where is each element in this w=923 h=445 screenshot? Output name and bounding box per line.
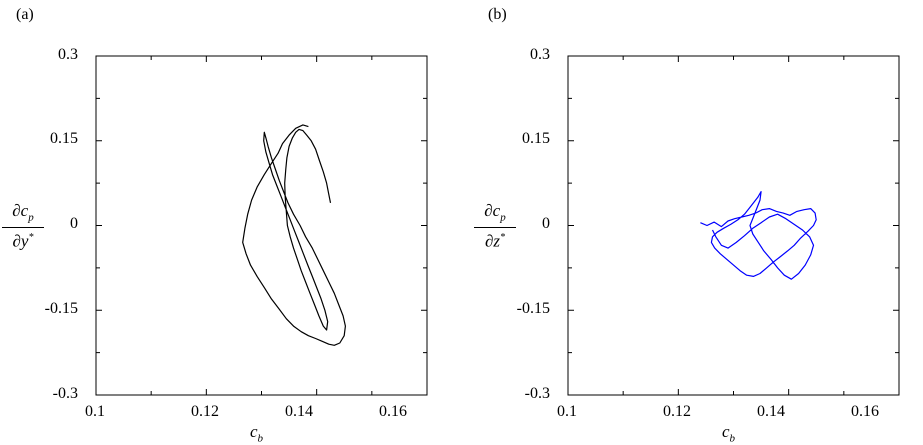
panel-label-a: (a) <box>16 6 34 23</box>
plot-frame <box>95 55 428 396</box>
y-axis-label-a: ∂cp ∂y* <box>2 202 44 252</box>
x-tick-label: 0.16 <box>379 403 407 420</box>
y-tick-label: -0.15 <box>516 300 550 317</box>
x-tick-label: 0.1 <box>85 403 105 420</box>
y-tick-label: 0 <box>542 215 550 232</box>
y-tick-label: 0.3 <box>58 46 78 63</box>
x-tick-label: 0.16 <box>851 403 879 420</box>
y-axis-label-numerator-b: ∂cp <box>474 202 516 229</box>
trajectory-line <box>700 191 817 280</box>
y-tick-label: -0.3 <box>52 385 78 402</box>
plot-frame <box>567 55 900 396</box>
x-tick-label: 0.12 <box>191 403 219 420</box>
y-tick-label: -0.15 <box>44 300 78 317</box>
y-axis-label-b: ∂cp ∂z* <box>474 202 516 252</box>
x-tick-label: 0.1 <box>557 403 577 420</box>
y-tick-label: -0.3 <box>524 385 550 402</box>
trajectory-line <box>242 124 346 346</box>
y-tick-label: 0.15 <box>522 130 550 147</box>
y-tick-label: 0 <box>70 215 78 232</box>
y-axis-label-denominator-a: ∂y* <box>12 232 34 252</box>
x-tick-label: 0.14 <box>285 403 313 420</box>
y-tick-label: 0.3 <box>530 46 550 63</box>
y-tick-label: 0.15 <box>50 130 78 147</box>
x-axis-label-b: cb <box>722 422 736 445</box>
panel-label-b: (b) <box>488 6 507 23</box>
x-tick-label: 0.12 <box>663 403 691 420</box>
x-tick-label: 0.14 <box>757 403 785 420</box>
y-axis-label-numerator-a: ∂cp <box>2 202 44 229</box>
x-axis-label-a: cb <box>250 422 264 445</box>
y-axis-label-denominator-b: ∂z* <box>484 232 506 252</box>
